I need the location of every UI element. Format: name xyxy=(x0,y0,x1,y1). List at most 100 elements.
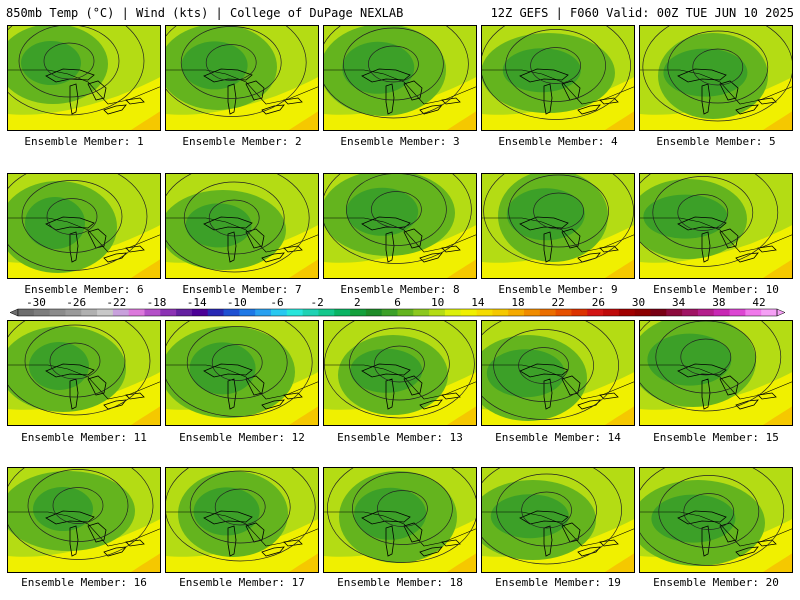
colorbar-segment xyxy=(397,309,414,316)
colorbar-segment xyxy=(381,309,398,316)
colorbar-segment xyxy=(286,309,304,316)
ensemble-member-label: Ensemble Member: 13 xyxy=(337,431,463,444)
colorbar-segment xyxy=(350,309,367,316)
colorbar-arrow-low xyxy=(9,308,19,317)
ensemble-map-panel xyxy=(165,320,319,426)
ensemble-member-label: Ensemble Member: 7 xyxy=(182,283,302,296)
ensemble-member-label: Ensemble Member: 17 xyxy=(179,576,305,589)
colorbar-segment xyxy=(191,309,209,316)
colorbar-segment xyxy=(302,309,319,316)
ensemble-map-panel xyxy=(639,25,793,131)
colorbar-tick-label: 18 xyxy=(511,296,524,309)
ensemble-map-panel xyxy=(323,173,477,279)
ensemble-map-panel xyxy=(481,173,635,279)
colorbar-segment xyxy=(666,309,683,316)
colorbar-segment xyxy=(128,309,145,316)
ensemble-member-label: Ensemble Member: 6 xyxy=(24,283,144,296)
ensemble-map-panel xyxy=(639,173,793,279)
colorbar-tick-label: -22 xyxy=(106,296,126,309)
colorbar-segment xyxy=(729,309,746,316)
ensemble-member-label: Ensemble Member: 16 xyxy=(21,576,147,589)
colorbar-tick-label: -26 xyxy=(66,296,86,309)
colorbar-segment xyxy=(713,309,730,316)
colorbar-segment xyxy=(618,309,636,316)
colorbar-tick-label: 30 xyxy=(632,296,645,309)
ensemble-map-panel xyxy=(481,467,635,573)
ensemble-map-panel xyxy=(639,320,793,426)
colorbar-segment xyxy=(176,309,193,316)
colorbar-segment xyxy=(555,309,572,316)
ensemble-member-label: Ensemble Member: 2 xyxy=(182,135,302,148)
colorbar-segment xyxy=(460,309,477,316)
colorbar-segment xyxy=(571,309,588,316)
ensemble-member-label: Ensemble Member: 3 xyxy=(340,135,460,148)
colorbar-segment xyxy=(255,309,272,316)
ensemble-map-panel xyxy=(165,25,319,131)
colorbar-tick-label: 10 xyxy=(431,296,444,309)
colorbar-tick-label: -6 xyxy=(270,296,283,309)
colorbar-segment xyxy=(144,309,161,316)
colorbar-segment xyxy=(112,309,130,316)
colorbar-tick-label: 26 xyxy=(592,296,605,309)
colorbar-tick-label: 22 xyxy=(552,296,565,309)
ensemble-map-panel xyxy=(165,173,319,279)
ensemble-map-panel xyxy=(481,320,635,426)
colorbar-tick-label: 38 xyxy=(712,296,725,309)
colorbar-segment xyxy=(634,309,651,316)
ensemble-member-label: Ensemble Member: 9 xyxy=(498,283,618,296)
ensemble-map-panel xyxy=(7,25,161,131)
colorbar-segment xyxy=(745,309,762,316)
colorbar-segment xyxy=(49,309,66,316)
colorbar-segment xyxy=(492,309,509,316)
map-title: 850mb Temp (°C) | Wind (kts) | College o… xyxy=(6,6,404,20)
ensemble-map-panel xyxy=(7,173,161,279)
ensemble-member-label: Ensemble Member: 8 xyxy=(340,283,460,296)
ensemble-map-panel xyxy=(7,320,161,426)
colorbar-segment xyxy=(318,309,335,316)
ensemble-member-label: Ensemble Member: 4 xyxy=(498,135,618,148)
colorbar-tick-label: -2 xyxy=(311,296,324,309)
colorbar-tick-label: -14 xyxy=(187,296,207,309)
colorbar-tick-label: 14 xyxy=(471,296,485,309)
temperature-colorbar: -30 -26 -22 -18 -14 -10 -6 -2 2 6 10 14 18 22 26 30 34 38… xyxy=(9,296,786,317)
colorbar-tick-label: 2 xyxy=(354,296,361,309)
ensemble-map-panel xyxy=(639,467,793,573)
colorbar-segment xyxy=(97,309,114,316)
colorbar-segment xyxy=(18,309,35,316)
colorbar-tick-label: -18 xyxy=(147,296,167,309)
ensemble-member-label: Ensemble Member: 20 xyxy=(653,576,779,589)
ensemble-map-panel xyxy=(323,320,477,426)
ensemble-member-label: Ensemble Member: 10 xyxy=(653,283,779,296)
ensemble-member-label: Ensemble Member: 12 xyxy=(179,431,305,444)
ensemble-map-panel xyxy=(323,25,477,131)
colorbar-segment xyxy=(33,309,51,316)
colorbar-segment xyxy=(239,309,256,316)
colorbar-segment xyxy=(429,309,446,316)
ensemble-map-panel xyxy=(323,467,477,573)
ensemble-member-label: Ensemble Member: 18 xyxy=(337,576,463,589)
model-run-info: 12Z GEFS | F060 Valid: 00Z TUE JUN 10 20… xyxy=(490,6,794,20)
colorbar-segment xyxy=(444,309,462,316)
colorbar-segment xyxy=(539,309,557,316)
colorbar-tick-label: 6 xyxy=(394,296,401,309)
colorbar-segment xyxy=(81,309,98,316)
colorbar-segment xyxy=(682,309,699,316)
colorbar-segment xyxy=(697,309,715,316)
colorbar-segment xyxy=(223,309,240,316)
colorbar-segment xyxy=(365,309,383,316)
ensemble-member-label: Ensemble Member: 5 xyxy=(656,135,776,148)
colorbar-segment xyxy=(587,309,604,316)
colorbar-segment xyxy=(476,309,493,316)
ensemble-member-label: Ensemble Member: 19 xyxy=(495,576,621,589)
ensemble-member-label: Ensemble Member: 11 xyxy=(21,431,147,444)
colorbar-tick-label: 42 xyxy=(752,296,765,309)
colorbar-segment xyxy=(334,309,351,316)
colorbar-segment xyxy=(65,309,82,316)
ensemble-map-panel xyxy=(165,467,319,573)
ensemble-member-label: Ensemble Member: 15 xyxy=(653,431,779,444)
ensemble-member-label: Ensemble Member: 14 xyxy=(495,431,621,444)
colorbar-segment xyxy=(524,309,541,316)
ensemble-member-label: Ensemble Member: 1 xyxy=(24,135,144,148)
colorbar-tick-label: -30 xyxy=(26,296,46,309)
colorbar-segment xyxy=(508,309,525,316)
